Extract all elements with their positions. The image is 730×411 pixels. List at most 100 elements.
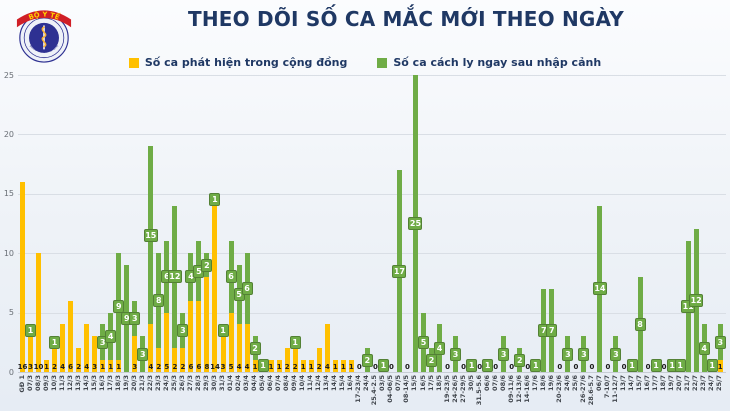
bar-value-community: 0 — [477, 363, 483, 371]
bar-value-community: 5 — [164, 363, 170, 371]
bar-community — [340, 360, 346, 372]
bar-value-community: 16 — [17, 363, 28, 371]
bar-value-community: 0 — [573, 363, 579, 371]
bar-value-quarantine: 2 — [426, 353, 438, 367]
bar-value-community: 1 — [348, 363, 354, 371]
bar-community — [52, 348, 58, 372]
bar-value-quarantine: 3 — [498, 347, 510, 361]
snake-icon — [41, 26, 47, 48]
bar-value-community: 4 — [324, 363, 330, 371]
bar-community — [44, 360, 50, 372]
bar-community — [132, 336, 138, 372]
ministry-of-health-logo: BỘ Y TẾ MINISTRY OF HEALTH — [15, 3, 73, 65]
bar-value-community: 0 — [557, 363, 563, 371]
x-axis-line — [18, 372, 726, 373]
bar-value-quarantine: 7 — [546, 323, 558, 337]
bar-value-quarantine: 3 — [137, 347, 149, 361]
y-axis-tick-label: 25 — [3, 70, 14, 80]
gridline — [18, 253, 726, 255]
bar-community — [300, 360, 306, 372]
bar-community — [204, 276, 210, 372]
bar-value-community: 1 — [340, 363, 346, 371]
bar-value-quarantine: 2 — [361, 353, 373, 367]
bar-value-quarantine: 1 — [482, 358, 494, 372]
bar-community — [316, 348, 322, 372]
bar-value-community: 0 — [525, 363, 531, 371]
bar-value-quarantine: 12 — [167, 270, 182, 284]
bar-community — [108, 360, 114, 372]
bar-value-quarantine: 1 — [257, 358, 269, 372]
bar-value-quarantine: 3 — [177, 323, 189, 337]
bar-community — [228, 312, 234, 372]
bar-value-community: 3 — [220, 363, 226, 371]
bar-community — [68, 300, 74, 372]
bar-value-community: 3 — [132, 363, 138, 371]
bar-value-quarantine: 1 — [650, 358, 662, 372]
bar-value-community: 3 — [28, 363, 33, 371]
bar-community — [116, 360, 122, 372]
bar-value-quarantine: 17 — [392, 264, 407, 278]
bar-community — [308, 360, 314, 372]
bar-community — [276, 360, 282, 372]
bar-value-quarantine: 3 — [610, 347, 622, 361]
bar-value-community: 3 — [92, 363, 98, 371]
bar-value-community: 2 — [180, 363, 186, 371]
bar-value-community: 4 — [60, 363, 66, 371]
bar-value-community: 14 — [210, 363, 220, 371]
bar-value-community: 0 — [372, 363, 378, 371]
bar-value-quarantine: 1 — [289, 335, 301, 349]
bar-value-community: 1 — [252, 363, 258, 371]
chart-title: THEO DÕI SỐ CA MẮC MỚI THEO NGÀY — [188, 7, 624, 31]
logo-red-banner — [16, 10, 72, 28]
bar-value-quarantine: 15 — [143, 228, 158, 242]
bar-value-quarantine: 12 — [689, 294, 704, 308]
bar-community — [180, 348, 186, 372]
svg-text:BỘ Y TẾ: BỘ Y TẾ — [27, 10, 61, 22]
bar-value-community: 0 — [645, 363, 651, 371]
bar-community — [188, 300, 194, 372]
bar-value-community: 0 — [621, 363, 627, 371]
bar-community — [244, 324, 250, 372]
bar-value-community: 1 — [108, 363, 114, 371]
bar-value-community: 2 — [156, 363, 162, 371]
bar-value-community: 0 — [445, 363, 450, 371]
moh-logo-graphic: BỘ Y TẾ MINISTRY OF HEALTH — [16, 10, 72, 63]
y-axis-tick-label: 15 — [3, 189, 14, 199]
bar-value-community: 8 — [204, 363, 210, 371]
bar-value-quarantine: 1 — [377, 358, 389, 372]
legend-label-community: Số ca phát hiện trong cộng đồng — [144, 56, 348, 69]
bar-value-quarantine: 2 — [249, 341, 261, 355]
bar-community — [212, 205, 218, 372]
bar-value-quarantine: 8 — [634, 317, 646, 331]
bar-value-community: 0 — [356, 363, 362, 371]
bar-value-community: 0 — [661, 363, 667, 371]
bar-community — [92, 336, 98, 372]
bar-value-community: 0 — [605, 363, 611, 371]
bar-community — [156, 348, 162, 372]
bar-community — [60, 324, 66, 372]
bar-value-community: 6 — [68, 363, 74, 371]
bar-value-community: 6 — [188, 363, 194, 371]
legend-swatch-quarantine — [377, 57, 388, 68]
bar-value-community: 1 — [308, 363, 314, 371]
bar-value-community: 4 — [236, 363, 242, 371]
bar-value-quarantine: 6 — [241, 282, 253, 296]
bar-value-quarantine: 1 — [530, 358, 542, 372]
logo-banner-text: BỘ Y TẾ — [27, 10, 61, 22]
bar-value-quarantine: 1 — [706, 358, 718, 372]
bar-value-community: 1 — [100, 363, 106, 371]
bar-value-quarantine: 25 — [408, 217, 423, 230]
bar-value-community: 0 — [461, 363, 467, 371]
bar-value-quarantine: 2 — [201, 258, 213, 272]
bar-community — [28, 336, 34, 372]
legend-item-community: Số ca phát hiện trong cộng đồng — [128, 56, 348, 69]
bar-community — [268, 360, 274, 372]
bar-community — [36, 253, 42, 372]
bar-value-community: 1 — [300, 363, 306, 371]
bar-value-community: 0 — [405, 363, 410, 371]
bar-value-quarantine: 3 — [578, 347, 590, 361]
gridline — [18, 134, 726, 136]
bar-value-quarantine: 4 — [434, 341, 446, 355]
y-axis-tick-label: 0 — [8, 367, 14, 377]
bar-community — [20, 181, 25, 372]
